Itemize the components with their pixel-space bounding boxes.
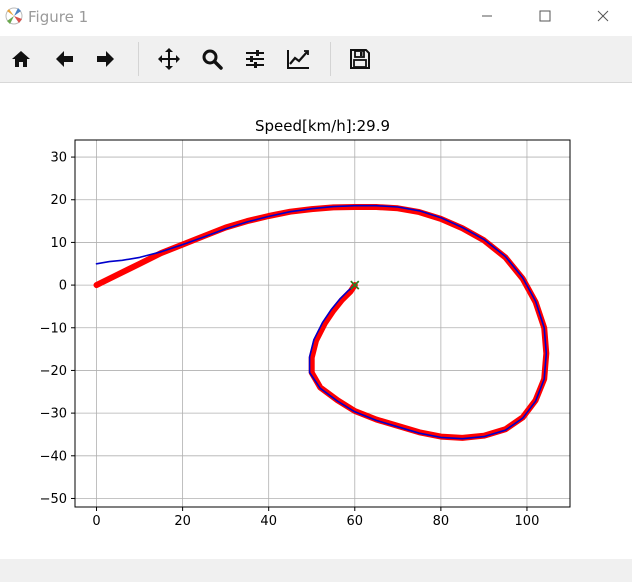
x-tick-label: 20 (174, 514, 191, 529)
marker-x (350, 280, 360, 290)
back-button[interactable] (49, 44, 79, 74)
edit-axis-button[interactable] (283, 44, 313, 74)
x-tick-label: 40 (260, 514, 277, 529)
move-icon (158, 48, 180, 70)
floppy-disk-icon (350, 49, 370, 69)
status-bar (0, 559, 632, 582)
y-tick-label: −10 (40, 321, 67, 336)
series-line-blue (95, 204, 548, 440)
x-tick-label: 80 (433, 514, 450, 529)
y-tick-label: 30 (50, 151, 67, 166)
home-icon (12, 51, 30, 67)
title-bar: Figure 1 (0, 0, 632, 36)
forward-button[interactable] (91, 44, 121, 74)
matplotlib-logo-icon (5, 7, 23, 25)
toolbar-separator (330, 42, 331, 76)
maximize-icon (539, 10, 551, 22)
x-tick-label: 100 (515, 514, 540, 529)
close-button[interactable] (580, 0, 626, 32)
minimize-icon (482, 15, 492, 17)
configure-subplots-button[interactable] (240, 44, 270, 74)
y-tick-label: −50 (40, 492, 67, 507)
pan-button[interactable] (154, 44, 184, 74)
sliders-icon (246, 50, 264, 68)
figure-canvas[interactable]: 0 20 40 60 80 100 −50 −40 −30 −20 −10 0 10 20 30 Speed[… (0, 83, 632, 559)
minimize-button[interactable] (464, 0, 510, 32)
window-title: Figure 1 (28, 8, 89, 26)
line-chart-icon (287, 50, 309, 69)
home-button[interactable] (6, 44, 36, 74)
toolbar-separator (138, 42, 139, 76)
y-tick-label: 10 (50, 236, 67, 251)
arrow-left-icon (56, 51, 73, 67)
magnifier-icon (202, 49, 223, 70)
plot-canvas[interactable]: 0 20 40 60 80 100 −50 −40 −30 −20 −10 0 10 20 30 Speed[… (0, 83, 632, 559)
x-tick-label: 60 (347, 514, 364, 529)
y-tick-label: −30 (40, 407, 67, 422)
zoom-button[interactable] (197, 44, 227, 74)
x-tick-label: 0 (92, 514, 100, 529)
navigation-toolbar (0, 36, 632, 83)
y-tick-label: −40 (40, 449, 67, 464)
axes-frame (74, 139, 571, 508)
close-icon (597, 10, 609, 22)
y-tick-label: 0 (59, 279, 67, 294)
maximize-button[interactable] (522, 0, 568, 32)
save-button[interactable] (345, 44, 375, 74)
y-tick-label: −20 (40, 364, 67, 379)
chart-title: Speed[km/h]:29.9 (255, 117, 390, 135)
arrow-right-icon (97, 51, 114, 67)
y-tick-label: 20 (50, 193, 67, 208)
